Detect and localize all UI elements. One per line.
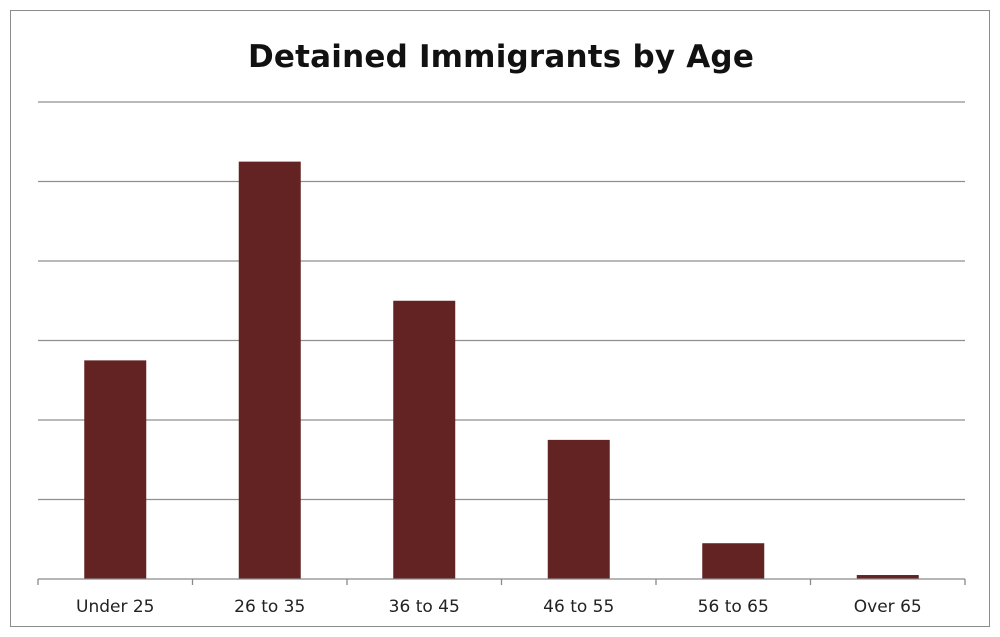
bar [702, 543, 765, 579]
bar [84, 360, 147, 579]
x-tick-label: 56 to 65 [698, 597, 769, 617]
x-tick-label: 46 to 55 [543, 597, 614, 617]
bar-chart: Under 25 26 to 35 36 to 45 46 to 55 56 to 65… [37, 101, 966, 617]
x-tick-label: 36 to 45 [389, 597, 460, 617]
bar [547, 439, 610, 579]
bar [856, 575, 919, 579]
bar [393, 300, 456, 579]
chart-title: Detained Immigrants by Age [247, 39, 755, 75]
chart-frame: Detained Immigrants by Age Under 25 26 to… [10, 10, 990, 627]
x-tick-label: Over 65 [854, 597, 922, 617]
bar [238, 161, 301, 579]
x-tick-label: 26 to 35 [234, 597, 305, 617]
x-tick-label: Under 25 [76, 597, 155, 617]
